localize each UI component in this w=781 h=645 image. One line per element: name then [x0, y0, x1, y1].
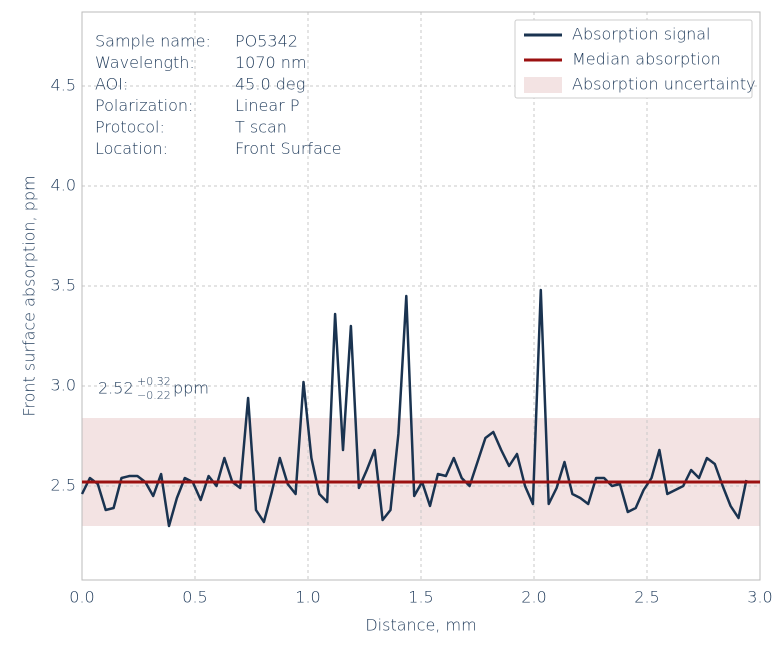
x-tick-label: 2.5 [634, 588, 659, 607]
info-value: 45.0 deg [235, 75, 305, 94]
info-value: 1070 nm [235, 53, 307, 72]
y-tick-label: 4.0 [51, 176, 76, 195]
y-tick-label: 3.0 [51, 376, 76, 395]
info-value: PO5342 [235, 32, 298, 51]
annotation-base: 2.52 [98, 379, 134, 398]
x-tick-label: 1.0 [295, 588, 320, 607]
x-tick-label: 2.0 [521, 588, 546, 607]
uncertainty-band [82, 418, 760, 526]
info-value: T scan [235, 118, 287, 137]
legend-box [514, 19, 753, 99]
info-label: Sample name: [95, 32, 211, 51]
x-tick-label: 0.5 [182, 588, 207, 607]
x-tick-label: 0.0 [69, 588, 94, 607]
y-axis-label: Front surface absorption, ppm [20, 175, 39, 416]
annotation-upper: +0.32 [137, 375, 171, 388]
info-label: AOI: [95, 75, 128, 94]
info-label: Protocol: [95, 118, 165, 137]
legend-swatch [524, 77, 562, 93]
legend-label: Absorption uncertainty [572, 75, 756, 94]
x-tick-label: 3.0 [747, 588, 772, 607]
plot-frame [81, 11, 761, 581]
legend-label: Median absorption [572, 50, 721, 69]
y-tick-label: 3.5 [51, 276, 76, 295]
info-label: Wavelength: [95, 53, 195, 72]
legend-label: Absorption signal [572, 25, 710, 44]
y-tick-label: 2.5 [51, 476, 76, 495]
info-label: Location: [95, 139, 168, 158]
x-axis-label: Distance, mm [365, 616, 476, 635]
annotation-unit: ppm [173, 379, 209, 398]
y-tick-label: 4.5 [51, 76, 76, 95]
info-value: Linear P [235, 96, 299, 115]
annotation-lower: −0.22 [137, 389, 171, 402]
info-value: Front Surface [235, 139, 342, 158]
x-tick-label: 1.5 [408, 588, 433, 607]
info-label: Polarization: [95, 96, 193, 115]
